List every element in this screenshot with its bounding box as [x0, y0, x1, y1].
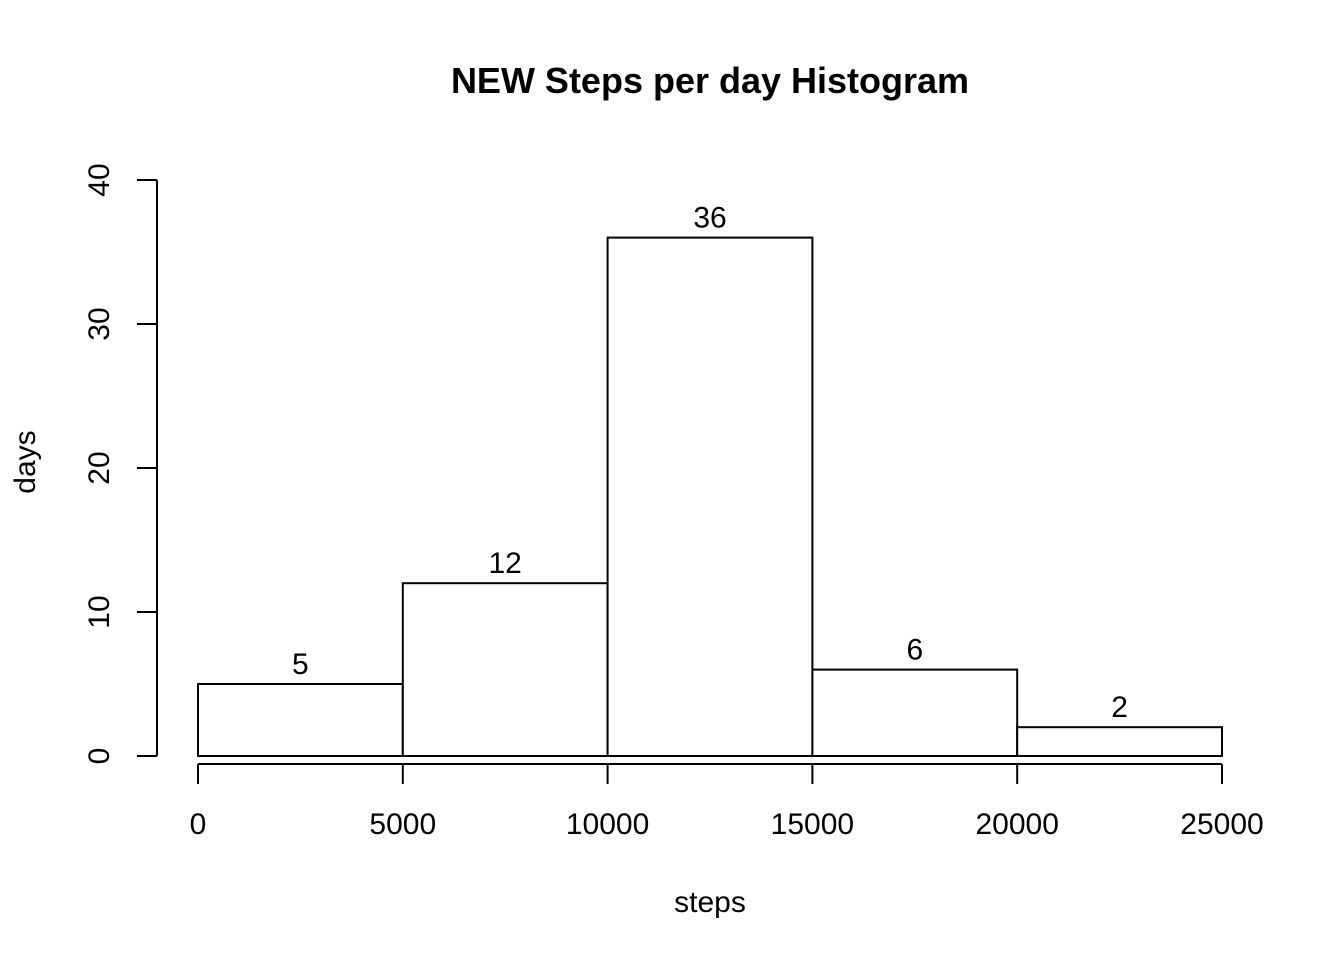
x-tick-label: 10000	[566, 808, 649, 841]
x-tick-label: 20000	[975, 808, 1058, 841]
histogram-bar	[811, 668, 1019, 757]
histogram-bar	[197, 683, 404, 757]
x-tick-label: 0	[190, 808, 207, 841]
bar-value-label: 2	[1111, 691, 1128, 724]
chart-title: NEW Steps per day Histogram	[451, 60, 969, 101]
y-axis: 0 10 20 30 40	[83, 163, 158, 765]
y-tick-label: 20	[83, 451, 116, 484]
y-tick-label: 0	[83, 748, 116, 765]
x-tick-label: 5000	[369, 808, 436, 841]
bar-value-label: 36	[693, 202, 726, 235]
histogram-bar	[401, 582, 609, 758]
y-tick-label: 40	[83, 163, 116, 196]
bars-group	[197, 236, 1224, 758]
x-tick-label: 15000	[771, 808, 854, 841]
y-tick-label: 10	[83, 595, 116, 628]
y-tick-label: 30	[83, 307, 116, 340]
x-axis: 0 5000 10000 15000 20000 25000	[190, 763, 1264, 841]
x-axis-label: steps	[674, 886, 746, 919]
bar-value-label: 12	[489, 547, 522, 580]
bar-value-label: 5	[292, 648, 309, 681]
x-tick-label: 25000	[1180, 808, 1263, 841]
bar-value-label: 6	[906, 634, 923, 667]
histogram-bar	[1016, 726, 1224, 758]
y-axis-label: days	[9, 430, 42, 493]
bar-labels-group: 5 12 36 6 2	[292, 202, 1128, 725]
histogram-bar	[606, 236, 814, 758]
